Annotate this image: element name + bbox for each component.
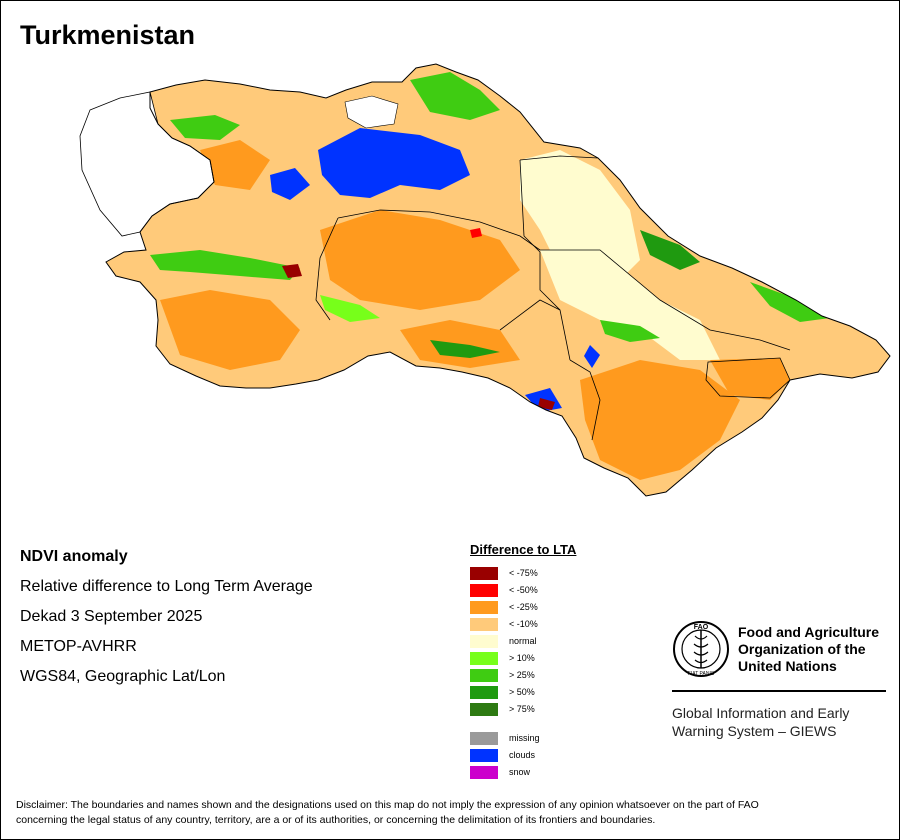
legend-title: Difference to LTA [470, 542, 577, 557]
legend-item: < -50% [470, 582, 576, 599]
legend-swatch [470, 749, 498, 762]
legend-item: < -10% [470, 616, 576, 633]
legend-label: clouds [509, 750, 536, 760]
legend-swatch [470, 669, 498, 682]
legend-label: < -50% [509, 585, 538, 595]
fao-name: Food and Agriculture Organization of the… [738, 624, 900, 675]
legend-swatch [470, 686, 498, 699]
legend-item: snow [470, 764, 576, 781]
legend-item: > 50% [470, 684, 576, 701]
disclaimer-line2: concerning the legal status of any count… [16, 814, 656, 826]
legend-extra: missing clouds snow [470, 730, 576, 781]
map-info: NDVI anomaly Relative difference to Long… [20, 546, 313, 696]
legend-label: > 25% [509, 670, 535, 680]
legend-swatch [470, 766, 498, 779]
legend-item: > 75% [470, 701, 576, 718]
legend-swatch [470, 732, 498, 745]
svg-text:FAO: FAO [694, 624, 709, 631]
legend-item: < -75% [470, 565, 576, 582]
legend-item: < -25% [470, 599, 576, 616]
legend-label: snow [509, 767, 531, 777]
legend-item: > 10% [470, 650, 576, 667]
ndvi-anomaly-map [79, 63, 891, 497]
giews-line2: Warning System – GIEWS [672, 723, 837, 739]
info-subtitle: Relative difference to Long Term Average [20, 578, 313, 595]
legend-label: normal [509, 636, 537, 646]
map-title: Turkmenistan [20, 20, 196, 50]
legend-label: < -25% [509, 602, 538, 612]
legend-swatch [470, 584, 498, 597]
legend-classes: < -75% < -50% < -25% < -10% normal > 10% > 25%… [470, 565, 576, 718]
info-projection: WGS84, Geographic Lat/Lon [20, 668, 226, 685]
disclaimer: Disclaimer: The boundaries and names sho… [16, 798, 876, 828]
info-period: Dekad 3 September 2025 [20, 608, 203, 625]
info-heading: NDVI anomaly [20, 548, 128, 565]
legend-swatch [470, 635, 498, 648]
legend-swatch [470, 601, 498, 614]
legend-swatch [470, 618, 498, 631]
legend-swatch [470, 567, 498, 580]
legend-swatch [470, 652, 498, 665]
legend-label: < -10% [509, 619, 538, 629]
info-sensor: METOP-AVHRR [20, 638, 137, 655]
divider [672, 690, 886, 692]
fao-name-line1: Food and Agriculture [738, 624, 880, 640]
lake-area [344, 95, 399, 129]
fao-name-line3: United Nations [738, 658, 837, 674]
province-boundaries [315, 155, 791, 441]
legend-item: missing [470, 730, 576, 747]
legend-item: normal [470, 633, 576, 650]
legend-label: missing [509, 733, 540, 743]
legend-label: > 75% [509, 704, 535, 714]
legend: Difference to LTA < -75% < -50% < -25% < -1… [470, 542, 576, 781]
legend-item: clouds [470, 747, 576, 764]
giews-name: Global Information and Early Warning Sys… [672, 704, 892, 740]
disclaimer-line1: Disclaimer: The boundaries and names sho… [16, 799, 759, 811]
fao-name-line2: Organization of the [738, 641, 866, 657]
legend-label: > 10% [509, 653, 535, 663]
legend-label: < -75% [509, 568, 538, 578]
giews-line1: Global Information and Early [672, 705, 850, 721]
legend-label: > 50% [509, 687, 535, 697]
legend-item: > 25% [470, 667, 576, 684]
svg-text:FIAT PANIS: FIAT PANIS [688, 671, 715, 677]
fao-logo-icon: FAO FIAT PANIS [673, 621, 729, 677]
legend-swatch [470, 703, 498, 716]
